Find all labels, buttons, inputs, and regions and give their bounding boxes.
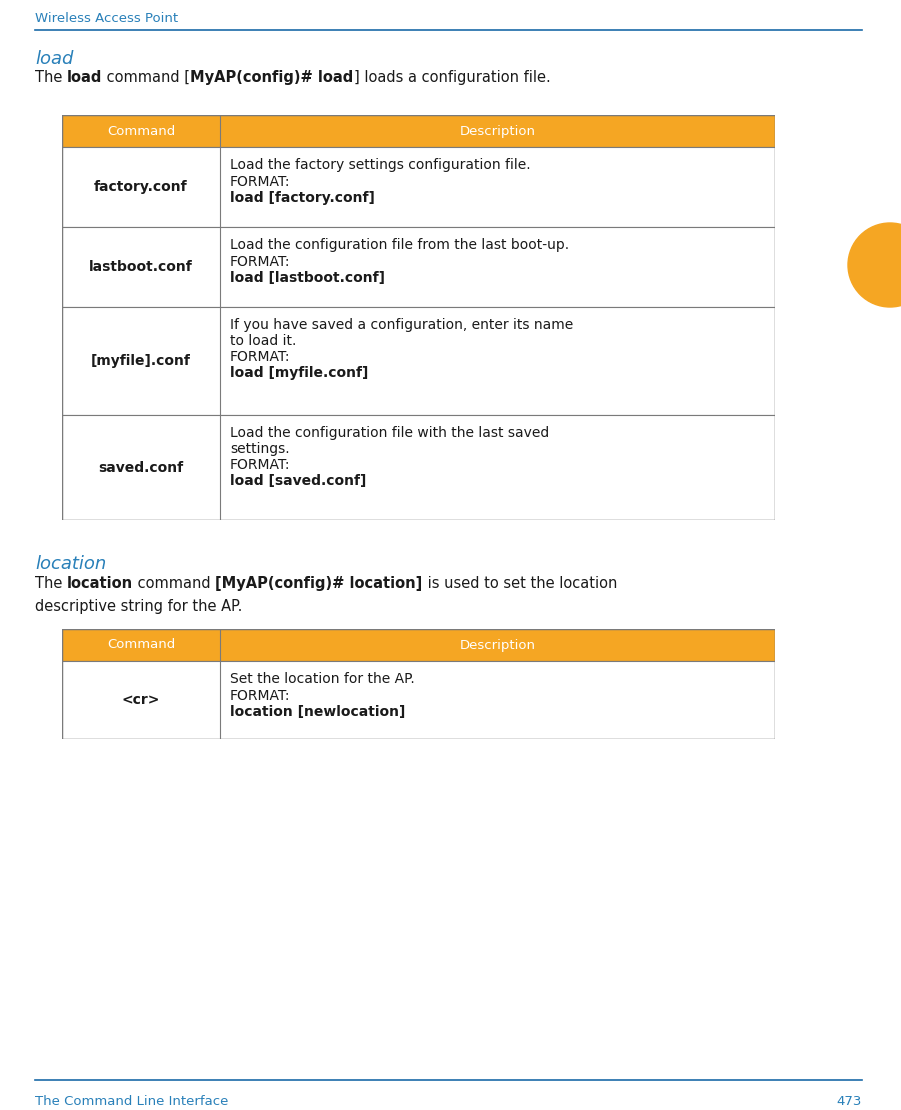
Text: Description: Description <box>460 638 535 652</box>
Text: Load the configuration file with the last saved
settings.: Load the configuration file with the las… <box>230 426 550 456</box>
Text: is used to set the location: is used to set the location <box>423 576 617 591</box>
Text: location: location <box>67 576 133 591</box>
Text: 473: 473 <box>837 1094 862 1108</box>
Text: location [newlocation]: location [newlocation] <box>230 705 405 719</box>
Bar <box>62 115 775 147</box>
Text: FORMAT:: FORMAT: <box>230 350 290 364</box>
Text: command [: command [ <box>103 70 190 85</box>
Text: Description: Description <box>460 124 535 138</box>
Text: load [myfile.conf]: load [myfile.conf] <box>230 366 369 380</box>
Text: location: location <box>35 555 106 573</box>
Circle shape <box>848 223 901 307</box>
Bar <box>62 415 775 519</box>
Text: Wireless Access Point: Wireless Access Point <box>35 12 178 26</box>
Text: MyAP(config)# load: MyAP(config)# load <box>190 70 353 85</box>
Bar <box>62 660 775 739</box>
Text: factory.conf: factory.conf <box>95 180 187 194</box>
Text: load [factory.conf]: load [factory.conf] <box>230 191 375 205</box>
Text: Command: Command <box>107 638 175 652</box>
Text: load [saved.conf]: load [saved.conf] <box>230 474 367 488</box>
Text: Command: Command <box>107 124 175 138</box>
Text: FORMAT:: FORMAT: <box>230 255 290 269</box>
Text: [MyAP(config)# location]: [MyAP(config)# location] <box>215 576 423 591</box>
Bar <box>62 228 775 307</box>
Text: load: load <box>35 50 73 68</box>
Text: If you have saved a configuration, enter its name
to load it.: If you have saved a configuration, enter… <box>230 317 573 349</box>
Text: FORMAT:: FORMAT: <box>230 175 290 189</box>
Text: load: load <box>67 70 103 85</box>
Text: load [lastboot.conf]: load [lastboot.conf] <box>230 271 385 285</box>
Text: Load the configuration file from the last boot-up.: Load the configuration file from the las… <box>230 238 569 252</box>
Bar <box>62 147 775 228</box>
Text: descriptive string for the AP.: descriptive string for the AP. <box>35 599 242 614</box>
Text: <cr>: <cr> <box>122 693 160 707</box>
Bar <box>62 629 775 660</box>
Text: Load the factory settings configuration file.: Load the factory settings configuration … <box>230 158 531 172</box>
Text: Set the location for the AP.: Set the location for the AP. <box>230 672 414 686</box>
Text: The Command Line Interface: The Command Line Interface <box>35 1094 228 1108</box>
Text: The: The <box>35 576 67 591</box>
Text: lastboot.conf: lastboot.conf <box>89 260 193 274</box>
Bar <box>62 307 775 415</box>
Text: [myfile].conf: [myfile].conf <box>91 354 191 369</box>
Text: FORMAT:: FORMAT: <box>230 458 290 472</box>
Text: command: command <box>133 576 215 591</box>
Text: saved.conf: saved.conf <box>98 461 184 474</box>
Text: ] loads a configuration file.: ] loads a configuration file. <box>353 70 551 85</box>
Text: FORMAT:: FORMAT: <box>230 689 290 703</box>
Text: The: The <box>35 70 67 85</box>
